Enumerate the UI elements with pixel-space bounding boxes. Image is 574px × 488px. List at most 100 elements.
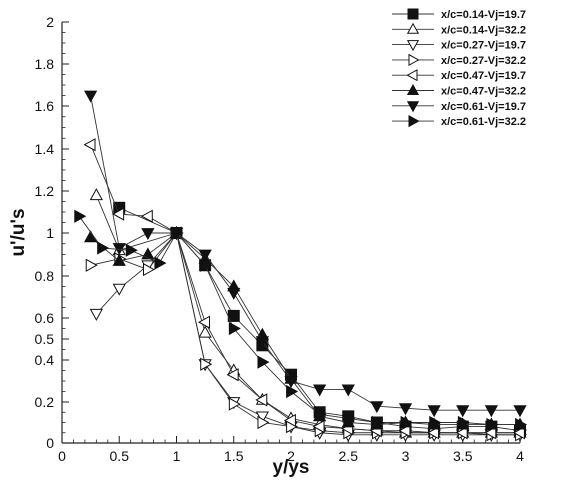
series-line <box>90 95 520 411</box>
data-point <box>456 405 470 418</box>
data-point <box>142 262 155 277</box>
series-layer <box>74 90 528 442</box>
legend-marker <box>406 40 420 52</box>
legend-marker <box>408 115 420 128</box>
legend-entry-1: x/c=0.14-Vj=19.7 <box>392 8 526 21</box>
data-point <box>341 384 355 397</box>
data-point <box>125 243 138 257</box>
legend-marker <box>406 22 420 34</box>
data-point <box>283 413 296 428</box>
legend-entry-7: x/c=0.61-Vj=19.7 <box>392 101 526 113</box>
data-point <box>427 405 441 418</box>
series-5 <box>83 138 525 440</box>
y-tick-label: 0.6 <box>35 310 55 326</box>
y-tick-label: 0.2 <box>35 394 55 410</box>
data-point <box>198 315 211 329</box>
data-point <box>284 376 298 389</box>
y-tick-label: 0.4 <box>35 352 55 368</box>
legend-entry-5: x/c=0.47-Vj=19.7 <box>392 69 526 82</box>
data-point <box>227 287 241 300</box>
x-tick-label: 1 <box>173 448 181 464</box>
data-point <box>141 247 155 260</box>
data-point <box>228 397 241 411</box>
y-axis-title: u'/u's <box>8 208 29 256</box>
x-axis-title: y/ys <box>273 457 310 478</box>
data-point <box>198 249 212 262</box>
data-point <box>140 209 153 223</box>
legend-entry-3: x/c=0.27-Vj=19.7 <box>392 40 526 52</box>
y-tick-label: 1.4 <box>35 141 55 157</box>
data-point <box>398 424 411 438</box>
x-tick-label: 0 <box>58 448 66 464</box>
data-point <box>255 393 268 407</box>
y-tick-label: 1 <box>46 225 54 241</box>
y-tick-label: 1.6 <box>35 98 55 114</box>
data-point <box>257 355 270 369</box>
y-tick-label: 0.8 <box>35 268 55 284</box>
data-point <box>154 256 167 270</box>
x-tick-label: 2 <box>287 448 295 464</box>
x-tick-label: 4 <box>516 448 524 464</box>
legend-label: x/c=0.47-Vj=32.2 <box>441 86 526 98</box>
data-point <box>398 403 413 416</box>
y-tick-label: 2 <box>46 14 54 30</box>
x-tick-label: 3.5 <box>453 448 473 464</box>
legend-label: x/c=0.61-Vj=19.7 <box>441 101 526 113</box>
x-tick-label: 1.5 <box>224 448 244 464</box>
data-point <box>371 415 384 430</box>
series-line <box>96 232 520 436</box>
data-point <box>513 405 527 418</box>
data-point <box>512 426 525 440</box>
data-point <box>314 407 327 421</box>
y-tick-label: 0 <box>46 435 54 451</box>
y-tick-label: 0.5 <box>35 331 55 347</box>
legend-entry-6: x/c=0.47-Vj=32.2 <box>392 83 526 98</box>
series-6 <box>84 225 527 430</box>
data-point <box>400 415 413 430</box>
data-point <box>486 417 499 432</box>
data-point <box>257 415 270 430</box>
data-point <box>312 419 325 434</box>
legend-label: x/c=0.14-Vj=19.7 <box>441 9 526 21</box>
data-point <box>171 226 184 240</box>
series-line <box>90 144 520 434</box>
data-point <box>83 138 96 152</box>
legend: x/c=0.14-Vj=19.7 x/c=0.14-Vj=32.2 x/c=0.27… <box>392 8 526 128</box>
y-tick-label: 1.2 <box>35 183 55 199</box>
data-point <box>85 258 98 272</box>
data-point <box>255 336 269 349</box>
x-tick-label: 3 <box>402 448 410 464</box>
series-2 <box>89 188 527 438</box>
data-point <box>343 411 356 426</box>
data-point <box>112 253 126 266</box>
legend-marker <box>406 69 418 82</box>
data-point <box>429 415 442 430</box>
data-point <box>484 426 497 440</box>
legend-marker <box>408 53 420 66</box>
legend-label: x/c=0.27-Vj=19.7 <box>441 40 526 52</box>
x-tick-label: 2.5 <box>339 448 359 464</box>
data-point <box>370 401 384 414</box>
legend-entry-4: x/c=0.27-Vj=32.2 <box>392 53 526 67</box>
series-8 <box>74 209 528 432</box>
data-point <box>89 188 103 201</box>
x-tick-label: 0.5 <box>110 448 130 464</box>
legend-entry-8: x/c=0.61-Vj=32.2 <box>392 115 526 128</box>
series-line <box>78 215 520 425</box>
data-point <box>484 405 498 418</box>
axes: 0 0.5 1 1.5 2 2.5 3 3.5 4 0 0.2 0.4 0.5 0.6 0.8 1 1.2 1.4… <box>8 14 524 478</box>
data-point <box>112 207 125 221</box>
legend-marker <box>406 83 420 95</box>
data-point <box>286 384 299 399</box>
y-tick-label: 1.8 <box>35 56 55 72</box>
legend-label: x/c=0.47-Vj=19.7 <box>441 70 526 82</box>
data-point <box>112 283 126 296</box>
data-point <box>313 384 327 397</box>
data-point <box>200 357 213 371</box>
legend-marker <box>406 101 420 113</box>
data-point <box>89 308 103 321</box>
data-point <box>228 321 241 336</box>
data-point <box>226 368 239 382</box>
legend-label: x/c=0.61-Vj=32.2 <box>441 116 526 128</box>
data-point <box>84 90 98 103</box>
